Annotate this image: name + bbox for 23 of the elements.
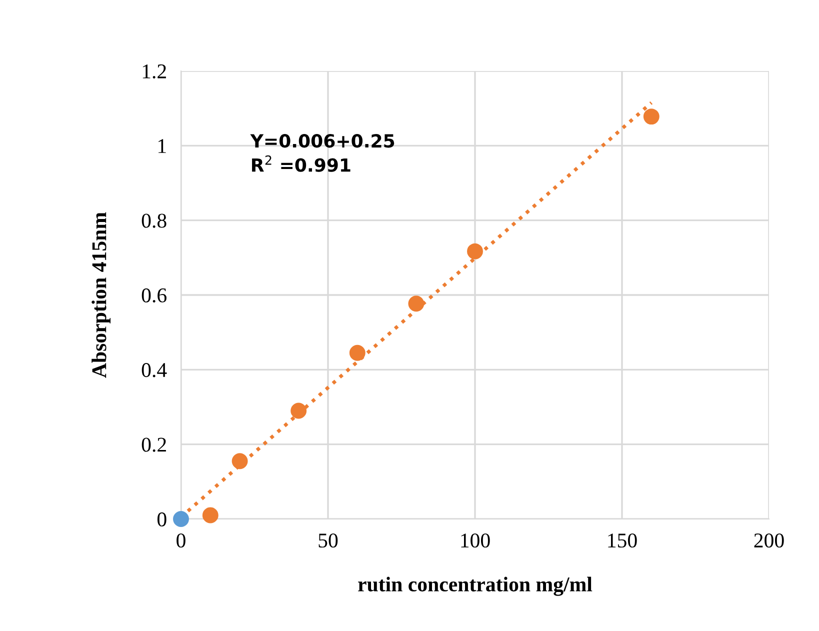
point xyxy=(202,507,218,524)
y-tick-label: 0.2 xyxy=(142,438,166,452)
point xyxy=(173,511,189,527)
y-tick-label: 0 xyxy=(157,512,166,526)
y-tick-label: 0.8 xyxy=(142,214,166,228)
x-tick-label: 100 xyxy=(461,533,490,548)
x-tick-label: 150 xyxy=(608,533,637,548)
y-tick-label: 0.4 xyxy=(142,363,167,378)
y-tick-label: 1.2 xyxy=(142,64,166,79)
y-tick-label: 0.6 xyxy=(142,288,166,303)
point xyxy=(232,453,248,470)
x-tick-label: 0 xyxy=(176,533,186,548)
y-tick-label: 1 xyxy=(158,139,166,153)
point xyxy=(643,108,660,125)
y-axis-title: Absorption 415nm xyxy=(92,212,111,378)
point xyxy=(290,402,307,419)
annotation: Y=0.006+0.25 R$^{2}$ =0.991 xyxy=(250,134,394,172)
x-tick-label: 200 xyxy=(754,533,784,548)
x-axis-title: rutin concentration mg/ml xyxy=(358,576,592,596)
point xyxy=(408,296,424,312)
point xyxy=(349,344,366,361)
point xyxy=(467,243,483,260)
x-tick-label: 50 xyxy=(318,533,338,548)
